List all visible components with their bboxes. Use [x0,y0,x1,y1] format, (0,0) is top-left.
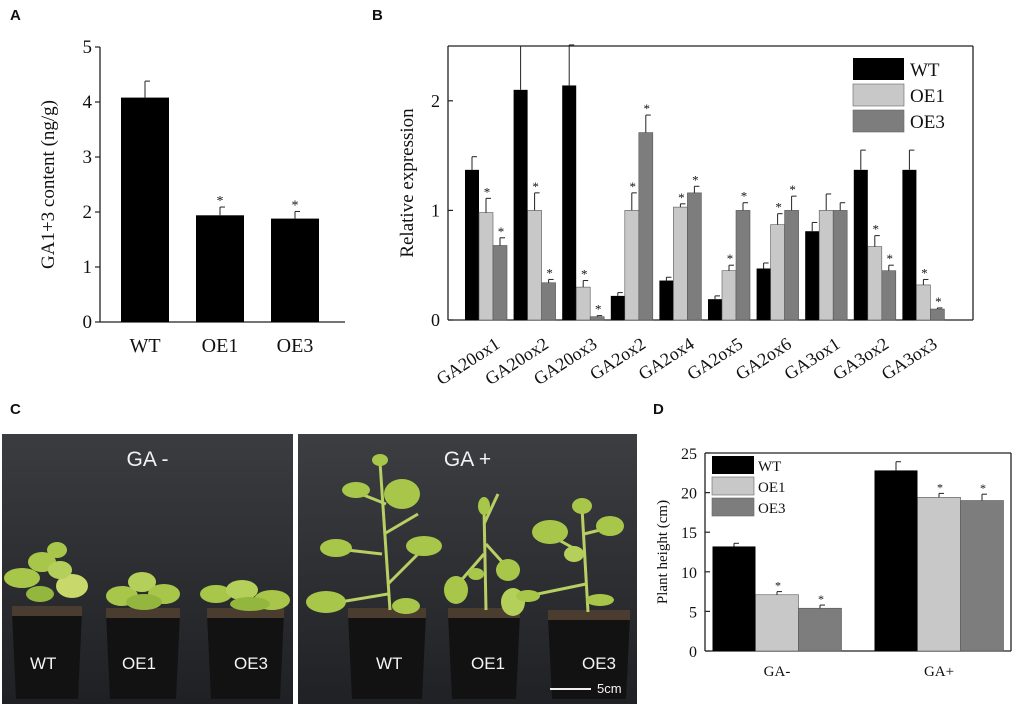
significance-star: * [818,592,824,606]
bar-ga20ox2-wt [513,89,528,320]
legend-label-oe3: OE3 [910,112,945,133]
x-tick-label: WT [129,335,160,357]
legend-label-oe1: OE1 [758,480,786,496]
y-tick-label: 5 [83,37,93,58]
x-tick-label: GA+ [924,664,954,680]
legend-swatch-oe3 [711,497,755,517]
y-tick-label: 1 [83,257,93,278]
bar-ga2ox4-wt [659,280,674,320]
bar-ga2ox5-wt [708,299,722,320]
photo-ga-plus-label-oe1: OE1 [471,654,506,673]
y-tick-label: 10 [681,565,697,582]
y-tick-label: 4 [83,92,93,113]
x-tick-label: OE1 [202,335,239,357]
significance-star: * [887,251,894,266]
bar-wt [121,97,169,322]
significance-star: * [727,251,734,266]
y-axis-title: GA1+3 content (ng/g) [38,100,59,269]
y-tick-label: 2 [431,91,440,111]
photo-ga-plus-label-oe3: OE3 [582,654,617,673]
significance-star: * [678,190,685,205]
bar-ga3ox3-wt [902,169,917,320]
photo-ga-plus-scene [298,434,637,704]
significance-star: * [595,302,602,317]
legend-label-wt: WT [910,60,940,81]
bar-ga+-oe1 [917,497,961,652]
y-axis-title: Relative expression [397,108,418,258]
bar-ga--oe1 [755,594,799,652]
legend-label-oe3: OE3 [758,501,786,517]
significance-star: * [581,267,588,282]
y-axis-title: Plant height (cm) [655,500,671,604]
photo-ga-plus: GA + WT OE1 OE3 5cm [298,434,637,704]
y-tick-label: 0 [83,312,93,333]
significance-star: * [546,265,553,280]
significance-star: * [217,194,224,209]
y-tick-label: 5 [689,604,697,621]
bar-ga--oe3 [798,607,842,652]
photo-ga-minus-title: GA - [126,448,169,471]
bar-ga2ox2-wt [610,295,625,320]
bar-ga3ox1-wt [805,231,820,320]
bar-ga+-oe3 [960,500,1004,652]
legend-swatch-wt [712,456,754,474]
significance-star: * [935,294,942,309]
significance-star: * [484,184,491,199]
y-tick-label: 20 [681,486,697,503]
photo-ga-minus-label-wt: WT [30,654,57,673]
bar-oe3 [271,218,319,322]
photo-ga-minus-label-oe3: OE3 [234,654,269,673]
panel-label-b: B [372,7,383,24]
legend-label-wt: WT [758,459,781,475]
bar-ga3ox2-wt [853,169,868,320]
photo-ga-plus-label-wt: WT [376,654,403,673]
photo-ga-plus-title: GA + [443,448,492,471]
significance-star: * [630,179,637,194]
y-tick-label: 0 [689,644,697,661]
x-tick-label: OE3 [277,335,314,357]
significance-star: * [741,189,748,204]
bar-ga20ox1-wt [465,169,479,320]
y-tick-label: 2 [83,202,93,223]
bar-ga20ox3-wt [562,85,577,321]
significance-star: * [980,481,986,495]
significance-star: * [498,224,505,239]
photo-scale-bar-label: 5cm [597,681,622,696]
significance-star: * [644,101,651,116]
bar-ga+-wt [874,470,918,651]
panel-label-d: D [653,401,664,418]
photo-ga-minus-scene [2,434,293,704]
significance-star: * [775,200,782,215]
x-tick-label: GA- [764,664,791,680]
y-tick-label: 3 [83,147,93,168]
bar-ga2ox6-wt [756,268,771,320]
photo-ga-minus: GA - WT OE1 OE3 [2,434,293,704]
legend-swatch-wt [853,58,904,80]
significance-star: * [692,172,699,187]
legend-swatch-oe3 [852,109,905,133]
y-tick-label: 1 [431,200,440,220]
panel-label-a: A [10,7,21,24]
significance-star: * [532,179,539,194]
bar-oe1 [196,215,244,322]
legend-label-oe1: OE1 [910,86,945,107]
y-tick-label: 25 [681,446,697,463]
bar-ga--wt [712,546,756,651]
significance-star: * [921,265,928,280]
significance-star: * [292,198,299,213]
legend-swatch-oe1 [852,83,905,107]
significance-star: * [775,579,781,593]
legend-swatch-oe1 [711,476,755,496]
photo-ga-minus-label-oe1: OE1 [122,654,157,673]
significance-star: * [873,222,880,237]
y-tick-label: 0 [431,310,440,330]
y-tick-label: 15 [681,525,697,542]
significance-star: * [789,182,796,197]
significance-star: * [937,480,943,494]
panel-label-c: C [10,401,21,418]
